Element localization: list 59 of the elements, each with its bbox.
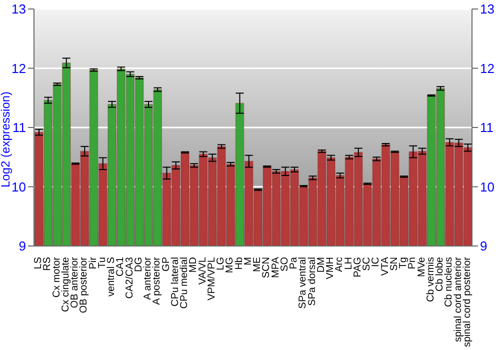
y2-tick-label: 12: [480, 60, 494, 76]
y-tick-label: 13: [12, 2, 26, 17]
x-tick-label: LS: [33, 256, 44, 270]
x-tick-label: VPM/VPL: [206, 256, 218, 300]
x-tick-label: SCN: [261, 257, 272, 278]
x-tick-label: Cx cingulate: [60, 256, 72, 312]
y-tick-label: 11: [12, 120, 26, 136]
x-tick-label: OB anterior: [70, 256, 81, 308]
x-tick-label: Pn: [407, 257, 418, 270]
x-tick-label: SPa ventral: [298, 257, 309, 309]
x-tick-label: ventral S: [106, 256, 118, 296]
x-tick-label: MG: [224, 256, 236, 274]
y-axis-title: Log2 (expression): [0, 91, 12, 188]
y-tick-label: 9: [18, 238, 26, 254]
x-tick-label: Cb vermis: [425, 257, 436, 302]
x-tick-label: PAG: [352, 256, 364, 278]
x-tick-label: Arc: [334, 257, 346, 272]
x-tick-label: OB posterior: [78, 256, 90, 314]
x-tick-label: VA/VL: [197, 256, 208, 285]
x-tick-label: spinal cord posterior: [462, 256, 473, 348]
x-tick-label: SC: [362, 257, 373, 271]
x-tick-label: M: [242, 257, 254, 266]
x-tick-label: DG: [133, 256, 144, 272]
x-tick-label: CA1: [115, 256, 126, 276]
x-tick-label: SPa dorsal: [306, 257, 318, 306]
y2-tick-label: 13: [480, 2, 494, 17]
x-tick-label: A posterior: [152, 256, 163, 305]
x-tick-label: A anterior: [142, 256, 154, 300]
x-tick-label: MD: [188, 257, 200, 273]
x-tick-label: Cb nucleus: [444, 257, 455, 308]
x-tick-label: Tg: [398, 257, 410, 269]
x-tick-label: ME: [252, 256, 264, 272]
x-tick-label: SN: [388, 257, 400, 271]
x-tick-label: Cb lobe: [434, 256, 446, 292]
y-tick-label: 10: [12, 179, 26, 194]
y2-tick-label: 10: [480, 179, 494, 194]
x-tick-label: DM: [316, 257, 327, 273]
y-tick-label: 12: [12, 60, 26, 76]
x-tick-label: Tu: [96, 257, 108, 268]
x-tick-label: VTA: [380, 256, 391, 276]
x-tick-label: SO: [279, 256, 290, 272]
x-tick-label: CA2/CA3: [124, 256, 136, 299]
y2-tick-label: 9: [480, 238, 488, 254]
x-tick-label: spinal cord anterior: [452, 256, 464, 342]
x-tick-label: Cx motor: [51, 256, 62, 298]
x-tick-label: IC: [370, 257, 382, 267]
x-tick-label: LG: [216, 256, 227, 270]
x-tick-label: VMH: [325, 257, 336, 280]
x-tick-label: MVe: [416, 256, 428, 278]
x-tick-label: Pir: [88, 256, 99, 270]
x-tick-label: MPA: [270, 256, 282, 278]
x-tick-label: GP: [160, 256, 172, 272]
x-tick-label: Pa: [288, 256, 300, 270]
x-tick-label: RS: [42, 256, 54, 271]
x-tick-label: CPu lateral: [170, 257, 181, 306]
x-tick-label: CPu medial: [179, 257, 190, 309]
x-tick-label: LH: [343, 257, 354, 270]
x-tick-label: Hb: [234, 256, 245, 270]
y2-tick-label: 11: [480, 120, 494, 136]
